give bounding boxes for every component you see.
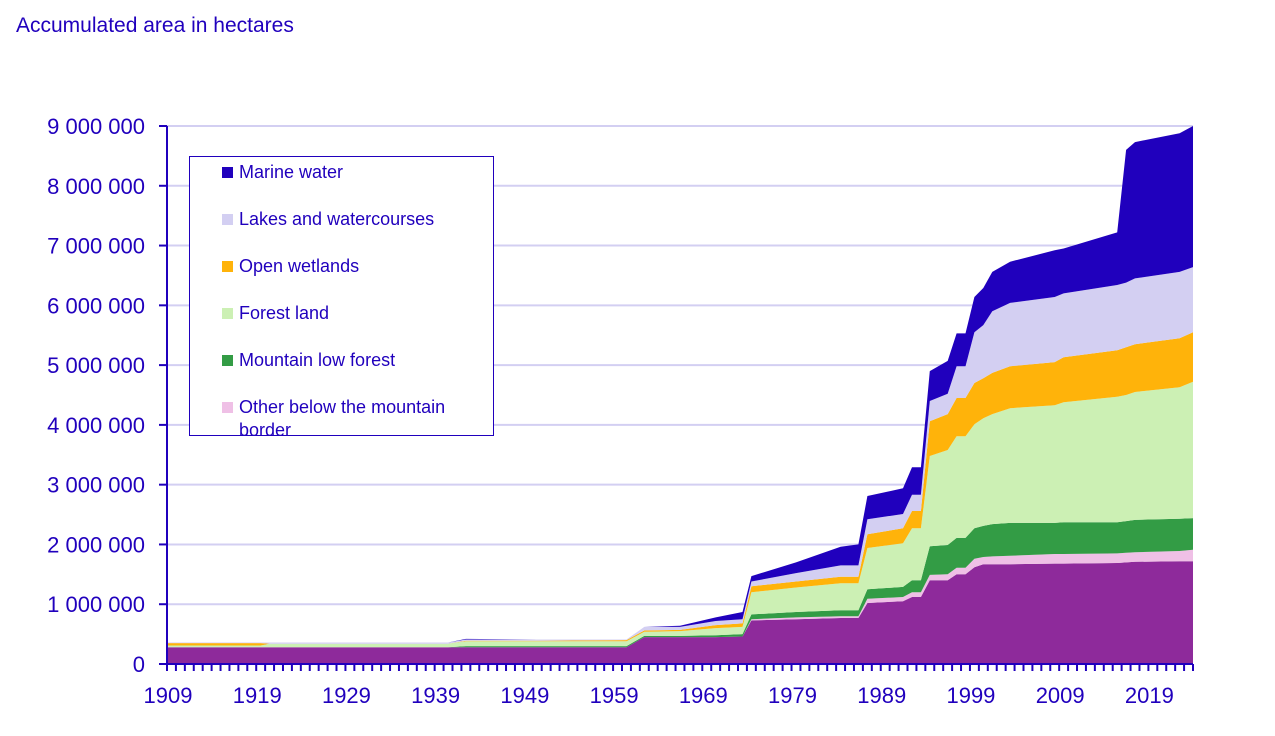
chart-title: Accumulated area in hectares xyxy=(16,14,294,37)
area-lakes-and-watercourses xyxy=(167,267,1193,644)
y-tick-label: 9 000 000 xyxy=(47,114,145,139)
legend-item: Lakes and watercourses xyxy=(222,208,482,231)
x-tick-label: 1909 xyxy=(144,683,193,708)
legend-label: Open wetlands xyxy=(239,256,360,276)
legend-item: Mountain low forest xyxy=(222,349,482,372)
legend-item: Forest land xyxy=(222,302,482,325)
y-tick-label: 8 000 000 xyxy=(47,174,145,199)
x-tick-label: 1999 xyxy=(946,683,995,708)
y-tick-label: 3 000 000 xyxy=(47,473,145,498)
area-series-0 xyxy=(167,561,1193,664)
legend-item: Open wetlands xyxy=(222,255,482,278)
y-tick-label: 2 000 000 xyxy=(47,532,145,557)
x-tick-label: 1979 xyxy=(768,683,817,708)
y-tick-label: 7 000 000 xyxy=(47,234,145,259)
x-tick-label: 1939 xyxy=(411,683,460,708)
legend-swatch xyxy=(222,402,233,413)
legend-label: Marine water xyxy=(239,162,344,182)
y-tick-label: 0 xyxy=(133,652,145,677)
legend-swatch xyxy=(222,167,233,178)
legend-swatch xyxy=(222,355,233,366)
x-tick-label: 1989 xyxy=(857,683,906,708)
y-tick-label: 6 000 000 xyxy=(47,293,145,318)
area-forest-land xyxy=(167,381,1193,648)
legend-swatch xyxy=(222,308,233,319)
legend-item: Other below the mountain border xyxy=(222,396,482,442)
area-other-below-the-mountain-border xyxy=(167,549,1193,648)
y-tick-label: 1 000 000 xyxy=(47,592,145,617)
x-tick-label: 1959 xyxy=(590,683,639,708)
area-open-wetlands xyxy=(167,332,1193,646)
legend-label: Mountain low forest xyxy=(239,350,396,370)
x-tick-label: 2009 xyxy=(1036,683,1085,708)
x-tick-label: 1929 xyxy=(322,683,371,708)
x-tick-label: 1919 xyxy=(233,683,282,708)
legend-label: Lakes and watercourses xyxy=(239,209,435,229)
legend: Marine water Lakes and watercourses Open w… xyxy=(189,156,494,440)
legend-label: Other below the mountain border xyxy=(239,397,446,440)
legend-item: Marine water xyxy=(222,161,482,184)
legend-swatch xyxy=(222,261,233,272)
x-tick-label: 1969 xyxy=(679,683,728,708)
legend-label: Forest land xyxy=(239,303,330,323)
x-tick-label: 2019 xyxy=(1125,683,1174,708)
area-mountain-low-forest xyxy=(167,518,1193,648)
x-tick-label: 1949 xyxy=(500,683,549,708)
y-tick-label: 5 000 000 xyxy=(47,353,145,378)
legend-swatch xyxy=(222,214,233,225)
y-tick-label: 4 000 000 xyxy=(47,413,145,438)
